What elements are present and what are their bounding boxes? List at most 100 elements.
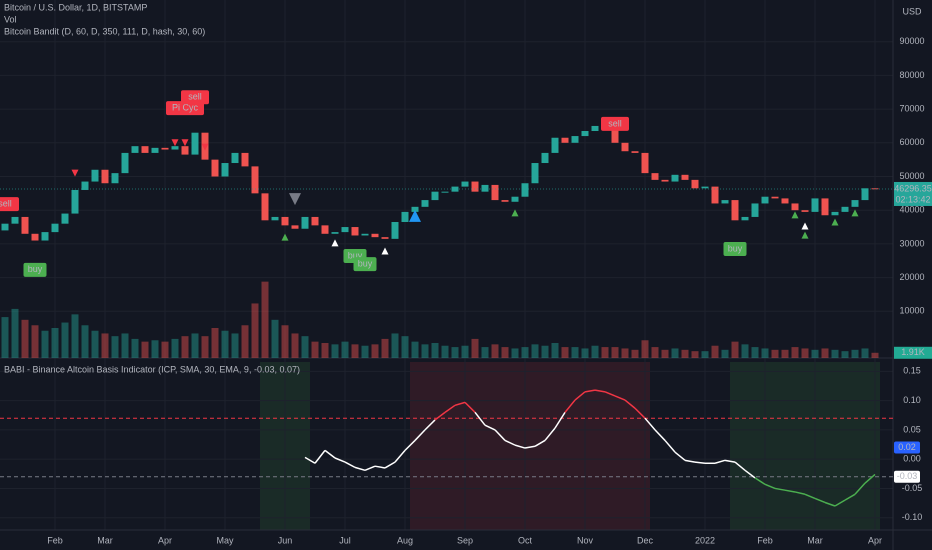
volume-bar (141, 341, 149, 358)
candle-body (61, 213, 69, 224)
candle-body (571, 136, 579, 143)
currency: USD (902, 6, 922, 16)
x-tick-label: Nov (577, 535, 594, 545)
candle-body (251, 166, 259, 194)
volume-bar (541, 345, 549, 358)
volume-bar (521, 347, 529, 358)
volume-bar (121, 333, 129, 358)
volume-bar (461, 345, 469, 358)
indicator-line (654, 429, 666, 441)
volume-bar (421, 344, 429, 358)
y-tick-label: 20000 (899, 272, 924, 282)
volume-bar (591, 345, 599, 358)
indicator-value-label: 0.02 (898, 442, 916, 452)
volume-bar (41, 330, 49, 358)
candle-body (531, 163, 539, 184)
indicator-line (524, 445, 536, 449)
indicator-line (504, 439, 516, 446)
candle-body (231, 152, 239, 164)
y-tick-label: 0.10 (903, 395, 921, 405)
indicator-line (404, 439, 416, 451)
volume-bar (481, 347, 489, 358)
y-tick-label: 40000 (899, 205, 924, 215)
indicator-line (534, 439, 546, 447)
signal-marker (409, 209, 421, 222)
volume-bar (581, 348, 589, 358)
candle-body (781, 198, 789, 204)
volume-bar (311, 341, 319, 358)
volume-last-box (894, 346, 932, 359)
candle-body (71, 189, 79, 214)
volume-bar (191, 333, 199, 358)
signal-marker (171, 139, 179, 147)
signal-label-box (166, 101, 204, 116)
signal-marker (791, 211, 799, 219)
indicator-line (854, 482, 866, 495)
indicator-line (714, 459, 726, 464)
y-tick-label: 50000 (899, 171, 924, 181)
candle-body (701, 186, 709, 189)
volume-bar (471, 338, 479, 358)
signal-marker (71, 169, 79, 177)
candle-body (31, 233, 39, 241)
volume-bar (491, 344, 499, 358)
volume-bar (401, 336, 409, 358)
indicator-line (554, 411, 566, 429)
x-tick-label: Jul (339, 535, 351, 545)
candle-body (301, 216, 309, 229)
signal-marker (331, 239, 339, 247)
volume-bar (651, 347, 659, 358)
volume-bar (291, 333, 299, 358)
indicator-line (584, 389, 596, 393)
y-tick-label: 10000 (899, 306, 924, 316)
y-tick-label: 90000 (899, 36, 924, 46)
candle-body (471, 181, 479, 192)
indicator-line (834, 499, 846, 507)
candle-body (861, 188, 869, 201)
indicator-line (454, 401, 466, 407)
volume-bar (321, 343, 329, 358)
indicator-line (764, 483, 776, 490)
candle-body (81, 181, 89, 190)
indicator-line (694, 461, 706, 465)
indicator-line (514, 444, 526, 449)
candle-body (311, 216, 319, 226)
indicator-line (744, 469, 756, 479)
indicator-line (464, 401, 476, 413)
last-price-box (894, 181, 932, 206)
volume-bar (681, 349, 689, 358)
candle-body (21, 216, 29, 234)
volume-bar (791, 347, 799, 358)
indicator-line (334, 457, 346, 463)
volume-bar (671, 348, 679, 358)
indicator-line (384, 461, 396, 469)
x-tick-label: Mar (97, 535, 113, 545)
volume-bar (841, 351, 849, 358)
signal-marker (851, 209, 859, 217)
candle-body (791, 203, 799, 211)
volume-bar (301, 336, 309, 358)
signal-label-box (601, 116, 629, 131)
signal-marker (201, 143, 209, 151)
candle-body (871, 188, 879, 190)
candle-body (101, 169, 109, 184)
candle-body (431, 191, 439, 201)
candle-body (501, 200, 509, 202)
x-tick-label: Apr (158, 535, 172, 545)
indicator-line (664, 439, 676, 453)
indicator-shading (410, 362, 650, 530)
volume-bar (701, 351, 709, 358)
candle-body (191, 132, 199, 155)
candle-body (401, 211, 409, 222)
volume-bar (771, 349, 779, 358)
indicator-line (474, 411, 486, 426)
indicator-line (644, 417, 656, 431)
volume-bar (641, 340, 649, 358)
y-tick-label: 0.00 (903, 454, 921, 464)
indicator-line (734, 461, 746, 471)
indicator-line (564, 399, 576, 413)
volume-bar (361, 345, 369, 358)
indicator-line (614, 395, 626, 401)
volume-bar (831, 349, 839, 358)
volume-bar (531, 344, 539, 358)
